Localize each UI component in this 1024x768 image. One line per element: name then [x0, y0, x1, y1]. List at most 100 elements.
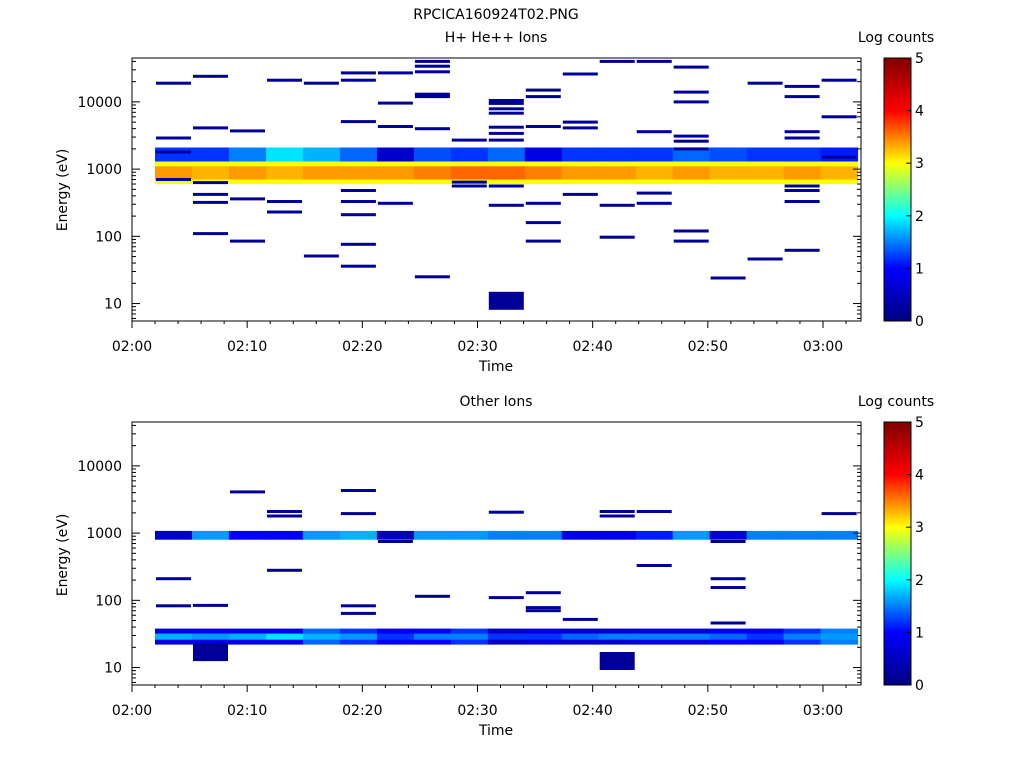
heatmap-cell [598, 633, 637, 640]
heatmap-cell [636, 191, 672, 195]
x-tick-label: 02:40 [572, 339, 612, 355]
heatmap-cell [784, 248, 820, 252]
heatmap-cell [820, 633, 859, 640]
heatmap-cell [524, 147, 563, 162]
figure-title: RPCICA160924T02.PNG [413, 7, 578, 23]
heatmap-cell [746, 147, 785, 162]
heatmap-cell [267, 200, 302, 203]
heatmap-cell [562, 72, 598, 76]
heatmap-cell [192, 633, 230, 640]
heatmap-cell [784, 189, 820, 192]
heatmap-cell [784, 95, 820, 99]
y-tick-label: 1000 [86, 526, 122, 542]
heatmap-cell [414, 594, 450, 598]
heatmap-cell [193, 603, 228, 607]
heatmap-cell [487, 530, 526, 540]
heatmap-cell [599, 59, 635, 63]
heatmap-cell [377, 71, 413, 75]
heatmap-cell [783, 530, 822, 540]
colorbar-gradient [883, 421, 912, 686]
heatmap-cell [156, 136, 191, 140]
heatmap-cell [524, 633, 563, 640]
heatmap-cell [525, 606, 561, 610]
heatmap-cell [820, 166, 859, 180]
x-tick-label: 02:30 [457, 703, 497, 719]
heatmap-cell [820, 147, 859, 162]
heatmap-cell [747, 81, 783, 85]
y-tick-label: 10000 [77, 95, 122, 111]
x-axis: 02:00 02:10 02:20 02:30 02:40 02:50 03:00 [112, 321, 847, 355]
heatmap-cell [156, 178, 191, 181]
heatmap-cell [673, 139, 709, 143]
colorbar: 0 1 2 3 4 5 [883, 415, 924, 694]
heatmap-cell [783, 147, 822, 162]
colorbar-gradient [883, 57, 912, 322]
colorbar-tick-label: 5 [915, 415, 924, 431]
heatmap-cell [599, 235, 635, 239]
x-tick-label: 03:00 [803, 339, 843, 355]
heatmap-cell [266, 147, 304, 162]
heatmap-cell [598, 530, 637, 540]
heatmap-cell [193, 181, 228, 185]
heatmap-cell [302, 633, 341, 640]
spectrogram-h-he-ions [155, 59, 859, 310]
heatmap-cell [376, 530, 415, 540]
heatmap-cell [450, 530, 489, 540]
heatmap-cell [488, 101, 524, 105]
heatmap-cell [635, 633, 674, 640]
heatmap-cell [451, 180, 487, 184]
y-tick-label: 10000 [77, 459, 122, 475]
heatmap-cell [488, 107, 524, 111]
heatmap-cell [672, 147, 711, 162]
heatmap-cell [488, 99, 524, 102]
heatmap-cell [821, 78, 857, 82]
heatmap-cell [230, 129, 265, 133]
heatmap-cell [599, 652, 635, 670]
heatmap-cell [672, 633, 711, 640]
heatmap-cell [414, 59, 450, 63]
heatmap-cell [710, 621, 746, 625]
x-tick-label: 02:20 [342, 703, 382, 719]
heatmap-cell [451, 184, 487, 188]
y-tick-label: 10 [104, 297, 122, 313]
heatmap-cell [193, 74, 228, 78]
heatmap-cell [267, 514, 302, 518]
heatmap-cell [377, 125, 413, 128]
heatmap-cell [746, 530, 785, 540]
heatmap-cell [413, 633, 452, 640]
heatmap-cell [155, 147, 193, 162]
heatmap-cell [302, 166, 341, 180]
heatmap-cell [487, 166, 526, 180]
heatmap-cell [193, 192, 228, 196]
heatmap-cell [302, 530, 341, 540]
heatmap-cell [340, 264, 376, 268]
heatmap-cell [267, 210, 302, 214]
heatmap-cell [414, 275, 450, 279]
x-tick-label: 02:50 [688, 339, 728, 355]
heatmap-cell [525, 88, 561, 92]
x-tick-label: 02:00 [112, 703, 152, 719]
heatmap-cell [156, 604, 191, 608]
x-tick-label: 02:20 [342, 339, 382, 355]
heatmap-cell [821, 512, 857, 516]
x-axis-label: Time [478, 359, 513, 375]
heatmap-cell [562, 617, 598, 621]
heatmap-cell [525, 591, 561, 595]
heatmap-cell [635, 147, 674, 162]
panel-1-title: H+ He++ Ions [445, 30, 548, 46]
colorbar-tick-label: 3 [915, 156, 924, 172]
heatmap-cell [635, 166, 674, 180]
heatmap-cell [303, 81, 339, 85]
y-tick-label: 10 [104, 661, 122, 677]
heatmap-cell [525, 239, 561, 243]
heatmap-cell [339, 147, 378, 162]
heatmap-cell [266, 530, 304, 540]
heatmap-cell [377, 101, 413, 105]
colorbar-label: Log counts [858, 30, 934, 46]
heatmap-cell [230, 490, 265, 494]
heatmap-cell [193, 126, 228, 130]
heatmap-cell [599, 514, 635, 518]
heatmap-cell [487, 147, 526, 162]
heatmap-cell [561, 147, 600, 162]
